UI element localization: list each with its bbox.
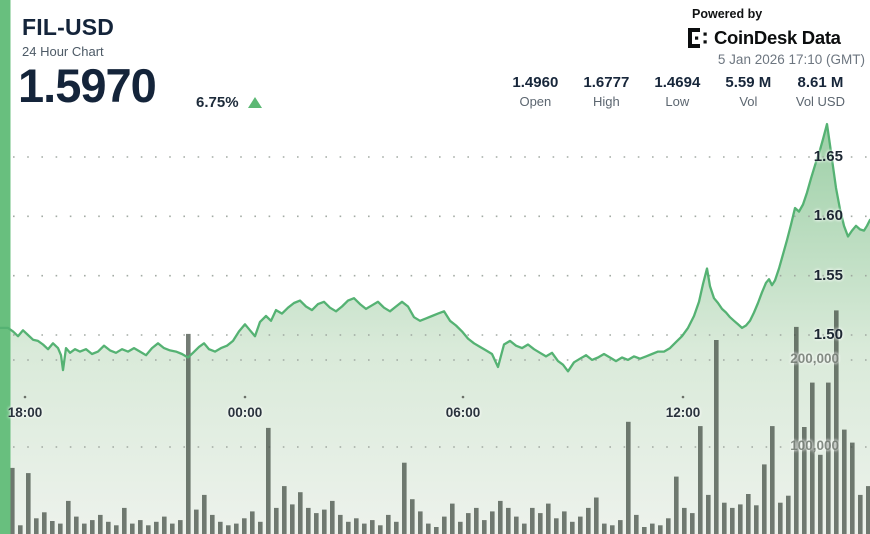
price-change: 6.75% (196, 94, 262, 111)
last-price: 1.5970 (18, 59, 157, 112)
change-percent: 6.75% (196, 94, 239, 111)
stat-vol-usd: 8.61 M Vol USD (796, 74, 845, 109)
powered-by-label: Powered by (692, 7, 763, 21)
brand-name: CoinDesk Data (714, 27, 841, 48)
price-tick-label: 1.55 (813, 267, 843, 284)
up-arrow-icon (247, 97, 262, 108)
stat-vol: 5.59 M Vol (725, 74, 772, 109)
stat-high: 1.6777 High (583, 74, 630, 109)
stats-row: 1.4960 Open 1.6777 High 1.4694 Low 5.59 … (512, 74, 845, 109)
price-tick-label: 1.65 (813, 148, 843, 165)
time-tick-label: 12:00 (665, 405, 701, 420)
stat-vol-usd-value: 8.61 M (797, 74, 844, 91)
stat-vol-label: Vol (739, 94, 758, 109)
time-tick-label: 06:00 (445, 405, 481, 420)
coindesk-brand[interactable]: CoinDesk Data (688, 27, 841, 49)
timestamp: 5 Jan 2026 17:10 (GMT) (717, 52, 865, 67)
stat-low-value: 1.4694 (654, 74, 701, 91)
stat-low-label: Low (665, 94, 690, 109)
coindesk-logo-icon (688, 28, 707, 48)
time-tick-label: 00:00 (227, 405, 263, 420)
volume-tick-label: 100,000 (790, 438, 839, 453)
stat-open: 1.4960 Open (512, 74, 559, 109)
stat-open-label: Open (519, 94, 552, 109)
price-tick-label: 1.50 (813, 326, 843, 343)
stat-open-value: 1.4960 (512, 74, 559, 91)
stat-low: 1.4694 Low (654, 74, 701, 109)
time-tick-label: 18:00 (7, 405, 43, 420)
stat-high-value: 1.6777 (583, 74, 630, 91)
chart-subtitle: 24 Hour Chart (22, 44, 104, 59)
volume-tick-label: 200,000 (790, 351, 839, 366)
stat-high-label: High (592, 94, 620, 109)
price-tick-label: 1.60 (813, 207, 843, 224)
stat-vol-usd-label: Vol USD (795, 94, 845, 109)
stat-vol-value: 5.59 M (725, 74, 772, 91)
symbol-title: FIL-USD (22, 14, 115, 40)
